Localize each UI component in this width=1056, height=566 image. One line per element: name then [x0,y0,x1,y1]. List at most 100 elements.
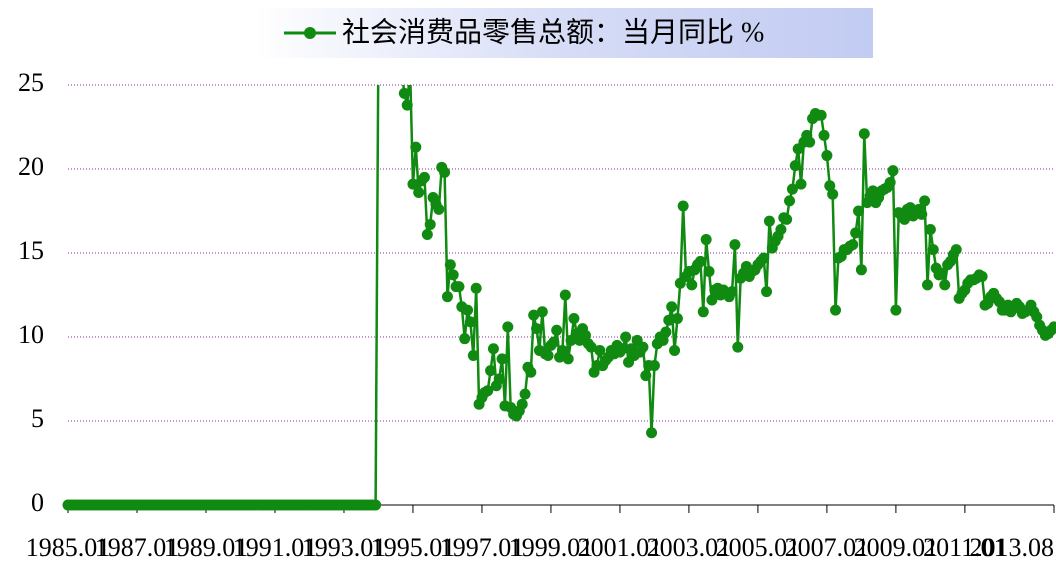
point [487,343,499,355]
point [830,304,842,316]
y-tick-label: 25 [18,68,44,97]
point [884,176,896,188]
point [686,279,698,291]
x-tick-label: 2009.01 [854,533,939,562]
point [815,109,827,121]
x-tick-label: 1999.01 [509,533,594,562]
point [919,195,931,207]
point [410,141,422,153]
point [640,370,652,382]
point [424,218,436,230]
point [887,165,899,177]
point [493,373,505,385]
point [936,267,948,279]
point [703,265,715,277]
point [413,187,425,199]
point [660,326,672,338]
point [447,269,459,281]
point [556,344,568,356]
point [407,178,419,190]
point [444,259,456,271]
point [620,331,632,343]
point [467,349,479,361]
point [370,499,382,511]
legend-box [255,8,873,58]
point [950,244,962,256]
point [795,178,807,190]
point [824,180,836,192]
point [485,365,497,377]
x-tick-label: 1989.01 [164,533,249,562]
point [482,385,494,397]
legend-label: 社会消费品零售总额：当月同比 % [342,16,764,48]
point [594,344,606,356]
point [536,306,548,318]
y-tick-label: 20 [18,152,44,181]
point [677,200,689,212]
point [924,223,936,235]
point [818,129,830,141]
point [858,128,870,140]
point [763,215,775,227]
point [657,334,669,346]
point [927,244,939,256]
point [694,255,706,267]
point [519,388,531,400]
point [379,0,390,7]
point [516,398,528,410]
y-tick-label: 0 [31,488,44,517]
point [531,323,543,335]
x-tick-label: 1987.01 [95,533,180,562]
point [559,289,571,301]
point [853,205,865,217]
point [775,223,787,235]
point [671,313,683,325]
point [579,329,591,341]
point [585,341,597,353]
x-tick-label: 1993.01 [302,533,387,562]
point [993,296,1005,308]
point [899,213,911,225]
point [847,239,859,251]
point [729,239,741,251]
y-tick-label: 15 [18,236,44,265]
point [821,150,833,162]
point [398,87,410,99]
point [464,316,476,328]
point [916,208,928,220]
point [551,324,563,336]
point [700,234,712,246]
legend: 社会消费品零售总额：当月同比 % [284,16,764,48]
point [850,227,862,239]
point [459,333,471,345]
point [542,349,554,361]
axes: 05101520251985.011987.011989.011991.0119… [18,68,1055,562]
x-tick-label: 2007.01 [785,533,870,562]
point [697,306,709,318]
x-tick-label: 1995.01 [371,533,456,562]
x-tick-label: 2001.01 [578,533,663,562]
point [1031,311,1043,323]
point [405,63,416,74]
point [784,195,796,207]
point [441,291,453,303]
point [781,213,793,225]
point [827,188,839,200]
point [732,341,744,353]
point [761,286,773,298]
point [669,344,681,356]
point [786,183,798,195]
x-tick-label: 1991.01 [233,533,318,562]
point [666,301,678,313]
point [663,314,675,326]
point [418,171,430,183]
point [401,99,413,111]
x-tick-label: 1997.01 [440,533,525,562]
point [525,366,537,378]
y-tick-label: 5 [31,404,44,433]
point [502,321,514,333]
point [548,336,560,348]
point [890,304,902,316]
grid [68,84,1054,422]
point [939,279,951,291]
